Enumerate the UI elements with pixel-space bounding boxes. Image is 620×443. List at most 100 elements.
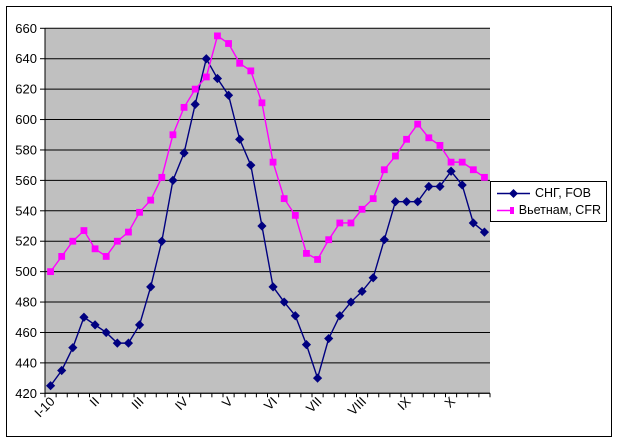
legend-diamond-marker-icon (497, 188, 530, 198)
marker-square (458, 158, 466, 166)
marker-square (325, 236, 333, 244)
y-tick-label: 520 (15, 234, 37, 249)
marker-diamond (301, 340, 312, 350)
marker-square (336, 219, 344, 227)
y-tick-label: 540 (15, 203, 37, 218)
marker-square (202, 73, 210, 81)
y-tick-label: 560 (15, 173, 37, 188)
marker-square (91, 245, 99, 253)
marker-diamond (346, 297, 356, 307)
marker-diamond (424, 181, 434, 192)
marker-diamond (79, 312, 89, 322)
series-line-1 (49, 34, 485, 273)
y-tick-label: 480 (15, 295, 37, 310)
marker-diamond (134, 320, 145, 330)
y-tick-label: 420 (15, 386, 37, 401)
marker-diamond (401, 197, 412, 207)
legend-square (510, 206, 514, 214)
marker-diamond (112, 338, 122, 348)
marker-square (58, 253, 66, 260)
legend-label: Вьетнам, CFR (518, 203, 601, 217)
marker-diamond (212, 73, 223, 84)
marker-square (80, 227, 88, 234)
marker-square (113, 237, 121, 245)
legend: СНГ, FOB Вьетнам, CFR (490, 181, 607, 222)
marker-square (291, 211, 299, 219)
y-tick-label: 440 (15, 355, 37, 370)
x-tick-label: IV (172, 394, 192, 414)
marker-diamond (157, 236, 167, 246)
marker-diamond (179, 148, 189, 158)
marker-square (269, 158, 277, 166)
marker-diamond (68, 343, 78, 353)
marker-square (347, 219, 355, 227)
x-tick-label: III (128, 394, 146, 412)
legend-item-vietnam: Вьетнам, CFR (497, 203, 601, 217)
marker-square (258, 99, 266, 107)
marker-diamond (413, 197, 423, 207)
marker-diamond (223, 90, 234, 100)
x-tick-label: II (86, 394, 102, 410)
legend-diamond (509, 188, 518, 198)
marker-diamond (90, 320, 100, 330)
marker-square (214, 32, 221, 40)
y-tick-label: 460 (15, 325, 37, 340)
marker-square (481, 173, 488, 181)
marker-diamond (268, 282, 278, 292)
marker-diamond (390, 197, 401, 207)
marker-diamond (468, 218, 478, 228)
marker-diamond (446, 166, 456, 176)
marker-diamond (379, 235, 389, 245)
legend-label: СНГ, FOB (535, 186, 591, 200)
marker-diamond (324, 333, 334, 344)
marker-square (125, 228, 132, 236)
y-tick-label: 500 (15, 264, 37, 279)
marker-square (425, 134, 433, 142)
y-tick-label: 640 (15, 51, 37, 66)
marker-diamond (235, 134, 245, 144)
y-tick-label: 600 (15, 112, 37, 127)
marker-diamond (57, 365, 67, 376)
marker-diamond (279, 297, 289, 307)
marker-square (236, 59, 244, 67)
x-tick-label: VII (303, 394, 325, 416)
marker-square (414, 120, 422, 128)
marker-square (69, 237, 77, 245)
marker-diamond (201, 54, 211, 64)
marker-diamond (479, 227, 490, 237)
marker-diamond (246, 160, 256, 170)
y-tick-label: 620 (15, 82, 37, 97)
marker-square (447, 158, 455, 166)
marker-square (314, 256, 321, 263)
marker-diamond (357, 286, 367, 297)
x-tick-label: VI (261, 394, 280, 413)
marker-diamond (457, 180, 467, 190)
x-tick-label: IX (394, 394, 414, 414)
x-tick-label: X (441, 394, 458, 411)
marker-square (280, 195, 288, 203)
y-tick-label: 580 (15, 142, 37, 157)
x-tick-label: VIII (345, 394, 369, 418)
marker-square (403, 135, 410, 143)
marker-diamond (368, 273, 378, 283)
marker-square (369, 195, 377, 203)
marker-square (169, 131, 177, 139)
marker-square (247, 67, 255, 75)
marker-diamond (168, 175, 178, 185)
marker-diamond (257, 221, 267, 231)
y-tick-label: 660 (15, 21, 37, 36)
marker-square (392, 152, 399, 160)
marker-square (191, 85, 199, 93)
legend-item-sng: СНГ, FOB (497, 186, 601, 200)
marker-square (158, 173, 166, 181)
marker-square (102, 253, 110, 260)
marker-diamond (101, 327, 111, 338)
marker-square (303, 249, 310, 257)
marker-diamond (435, 181, 445, 192)
marker-square (436, 142, 444, 149)
x-tick-label: V (219, 394, 236, 411)
marker-square (147, 196, 155, 204)
marker-square (358, 205, 366, 213)
marker-diamond (123, 338, 134, 348)
